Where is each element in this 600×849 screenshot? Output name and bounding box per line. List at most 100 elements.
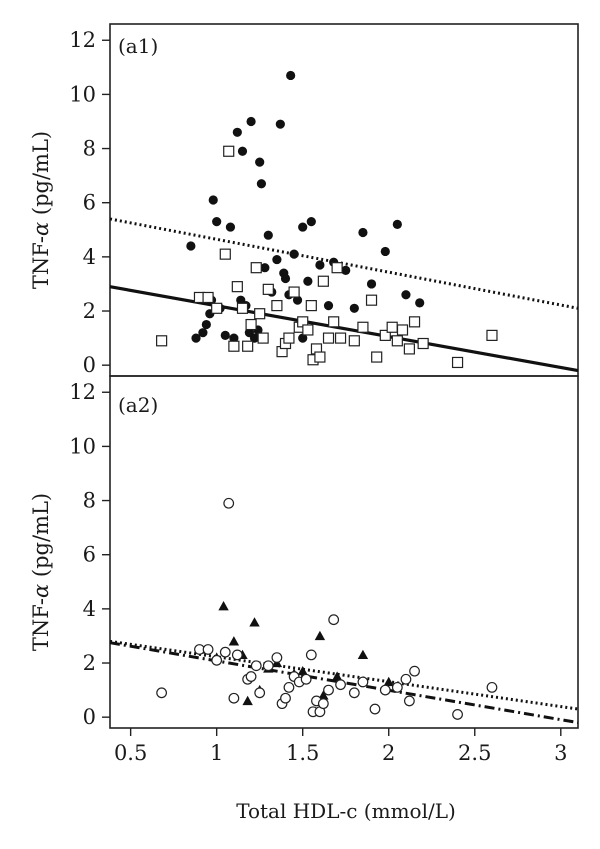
panel-a1-point-filled-circle [401,290,411,300]
panel-a1-point-open-square [486,329,498,341]
panel-a2-ytick-label: 6 [83,543,96,567]
panel-a1-point-filled-circle [263,230,273,240]
panel-a1-point-filled-circle [349,303,359,313]
panel-a2-point-open-circle [403,695,415,707]
panel-a2-ytick-label: 4 [83,597,96,621]
panel-a2-point-open-circle [245,671,257,682]
panel-a1-point-open-square [305,300,317,312]
panel-a1-point-open-square [156,335,168,347]
panel-a2-ytick-label: 2 [83,651,96,675]
panel-a2-label: (a2) [118,393,158,417]
panel-a1-point-open-square [396,324,409,336]
panel-a1-point-open-square [408,316,421,328]
x-tick-label: 2.5 [458,741,491,765]
panel-a1-point-open-square [314,351,326,363]
panel-a2-point-open-circle [300,673,312,685]
panel-a2-point-open-circle [231,649,243,661]
panel-a1-point-open-square [451,356,464,369]
panel-a2-fit-line-dashdot [109,641,579,725]
panel-a1-label: (a1) [118,34,158,58]
panel-a1-point-filled-circle [208,195,218,205]
panel-a1-ylabel-greek: α [29,222,53,236]
panel-a1-point-filled-circle [232,127,242,137]
panel-a1-point-open-square [334,332,347,344]
panel-a1-point-filled-circle [298,333,308,343]
panel-a1-point-open-square [254,308,266,320]
x-tick-label: 1 [210,741,223,765]
panel-a1-point-open-square [371,351,383,363]
panel-a1-point-filled-circle [366,279,377,289]
panel-a1-point-open-square [257,332,269,344]
panel-a1-point-filled-circle [315,260,325,270]
panel-a2-point-open-circle [452,709,463,720]
panel-a1-point-filled-circle [306,217,316,227]
panel-a2-point-filled-triangle [318,690,329,700]
panel-a2-point-open-circle [400,673,412,685]
panel-a1-point-open-square [219,248,231,260]
panel-a1-point-open-square [231,281,243,293]
x-tick-label: 2 [382,741,395,765]
panel-a2-point-filled-triangle [249,617,260,627]
panel-a2-point-filled-triangle [297,665,308,676]
panel-a2-point-open-circle [317,698,329,710]
panel-a1-point-open-square [322,332,335,344]
panel-a2-point-open-circle [156,687,168,699]
panel-a1-point-filled-circle [220,330,230,340]
panel-a1-point-open-square [250,262,262,274]
panel-a1-ylabel: TNF-α (pg/mL) [29,131,53,289]
panel-a2-point-filled-triangle [331,671,343,681]
panel-a2-point-open-circle [348,687,360,699]
panel-a2-point-open-circle [254,687,266,699]
panel-a2-ytick-label: 0 [83,705,96,729]
panel-a2-point-open-circle [391,681,403,693]
panel-a2-point-filled-triangle [218,600,229,611]
panel-a1-point-open-square [302,324,314,336]
panel-a2: (a2) 0 2 4 6 8 10 12 TNF-α (pg/mL) [29,375,579,729]
panel-a2-point-open-circle [280,692,291,704]
x-tick-label: 3 [554,741,567,765]
panel-a2-lines [109,639,579,725]
panel-a2-ylabel-greek: α [29,584,53,598]
panel-a2-point-open-circle [262,660,274,672]
panel-a1-point-filled-circle [380,246,390,257]
panel-a2-point-open-circle [305,649,317,661]
panel-a1-point-open-square [331,262,343,274]
panel-a2-point-filled-triangle [357,649,369,660]
x-tick-label: 1.5 [286,741,319,765]
panel-a2-point-open-circle [486,681,498,693]
x-axis: 0.5 1 1.5 2 2.5 3 [114,728,567,765]
panel-a1-point-open-square [228,340,240,352]
panel-a1-ylabel-unit: (pg/mL) [29,131,53,222]
panel-a2-point-open-circle [228,692,240,704]
panel-a1-point-filled-circle [229,333,239,343]
panel-a1-point-open-square [245,318,257,331]
panel-a1-point-filled-circle [323,301,334,311]
panel-a1-point-open-square [391,335,403,347]
panel-a1-point-open-square [403,343,415,355]
panel-a1-ytick-label: 12 [69,28,96,52]
panel-a1-point-filled-circle [256,179,267,189]
panel-a1-point-filled-circle [303,276,313,286]
panel-a1-point-open-square [223,145,235,157]
panel-a1-point-open-square [202,291,214,304]
panel-a2-point-open-circle [328,614,340,626]
panel-a2-point-filled-triangle [314,630,326,641]
panel-a1-point-filled-circle [358,227,368,238]
panel-a1-point-open-square [379,329,391,341]
panel-a1-ytick-label: 4 [83,245,96,269]
panel-a1-points [156,70,498,369]
panel-a1-point-filled-circle [272,254,282,265]
panel-a2-points [156,497,498,720]
panel-a1-point-open-square [262,283,274,295]
panel-a1-point-open-square [283,332,295,344]
panel-a1-ytick-label: 2 [83,299,96,323]
panel-a2-ytick-label: 12 [69,380,96,404]
panel-a1-point-filled-circle [212,217,222,227]
panel-a1-point-open-square [236,302,249,314]
panel-a1-point-filled-circle [415,298,425,308]
panel-a1-point-open-square [386,321,398,333]
panel-a1-point-open-square [417,337,429,350]
panel-a1-point-filled-circle [249,333,260,343]
